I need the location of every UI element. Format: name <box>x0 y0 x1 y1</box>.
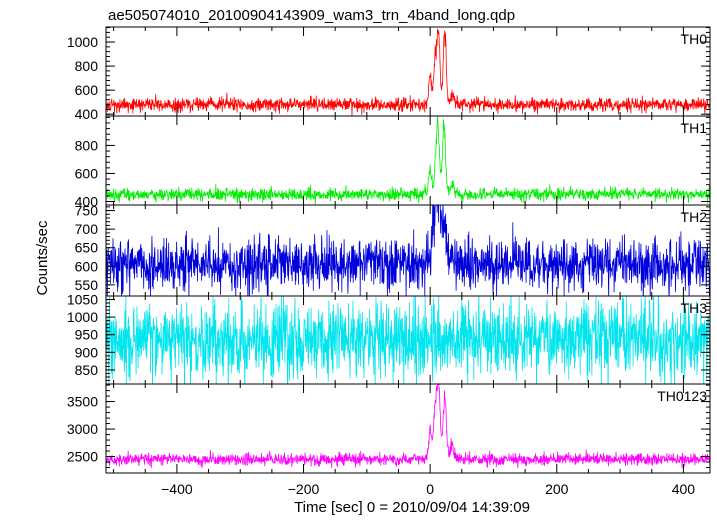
series-line-th0123 <box>106 384 710 469</box>
panel-frame <box>105 383 711 474</box>
panel-group: 400 600 800 1000 TH0 400 600 800 TH1 550 600 650 700… <box>67 26 711 474</box>
y-tick-label: 600 <box>75 258 99 274</box>
x-tick-label: 200 <box>545 481 569 497</box>
y-axis-label: Counts/sec <box>34 220 51 296</box>
y-tick-label: 3000 <box>67 421 98 437</box>
y-tick-label: 900 <box>75 344 99 360</box>
y-tick-label: 800 <box>75 137 99 153</box>
x-tick-label: 400 <box>672 481 696 497</box>
y-tick-label: 1000 <box>67 309 98 325</box>
x-tick-label: −200 <box>288 481 320 497</box>
x-tick-labels: −400 −200 0 200 400 <box>161 481 695 497</box>
series-line-th1 <box>106 116 710 205</box>
panel-label: TH1 <box>681 120 708 136</box>
y-tick-label: 1000 <box>67 34 98 50</box>
y-tick-label: 950 <box>75 327 99 343</box>
y-tick-label: 700 <box>75 221 99 237</box>
series-line-th0 <box>106 28 710 116</box>
panel-th2: 550 600 650 700 750 TH2 <box>75 203 711 297</box>
y-tick-label: 1050 <box>67 292 98 308</box>
y-tick-label: 850 <box>75 362 99 378</box>
y-tick-label: 650 <box>75 240 99 256</box>
panel-label: TH3 <box>681 300 708 316</box>
y-tick-label: 2500 <box>67 449 98 465</box>
panel-th0123: 2500 3000 3500 TH0123 <box>67 383 711 474</box>
panel-th1: 400 600 800 TH1 <box>75 115 711 209</box>
x-tick-label: −400 <box>161 481 193 497</box>
y-tick-label: 400 <box>75 193 99 209</box>
panel-label: TH2 <box>681 209 708 225</box>
y-tick-label: 400 <box>75 106 99 122</box>
y-tick-label: 750 <box>75 203 99 219</box>
chart-title: ae505074010_20100904143909_wam3_trn_4ban… <box>108 7 515 24</box>
x-axis-label: Time [sec] 0 = 2010/09/04 14:39:09 <box>294 499 530 516</box>
y-tick-label: 600 <box>75 165 99 181</box>
y-tick-label: 3500 <box>67 394 98 410</box>
series-line-th2 <box>106 205 710 296</box>
series-line-th3 <box>106 296 710 384</box>
y-tick-label: 550 <box>75 277 99 293</box>
y-tick-label: 800 <box>75 58 99 74</box>
panel-label: TH0 <box>681 31 708 47</box>
panel-th0: 400 600 800 1000 TH0 <box>67 26 711 122</box>
x-tick-label: 0 <box>426 481 434 497</box>
y-tick-label: 600 <box>75 82 99 98</box>
panel-label: TH0123 <box>657 388 707 404</box>
